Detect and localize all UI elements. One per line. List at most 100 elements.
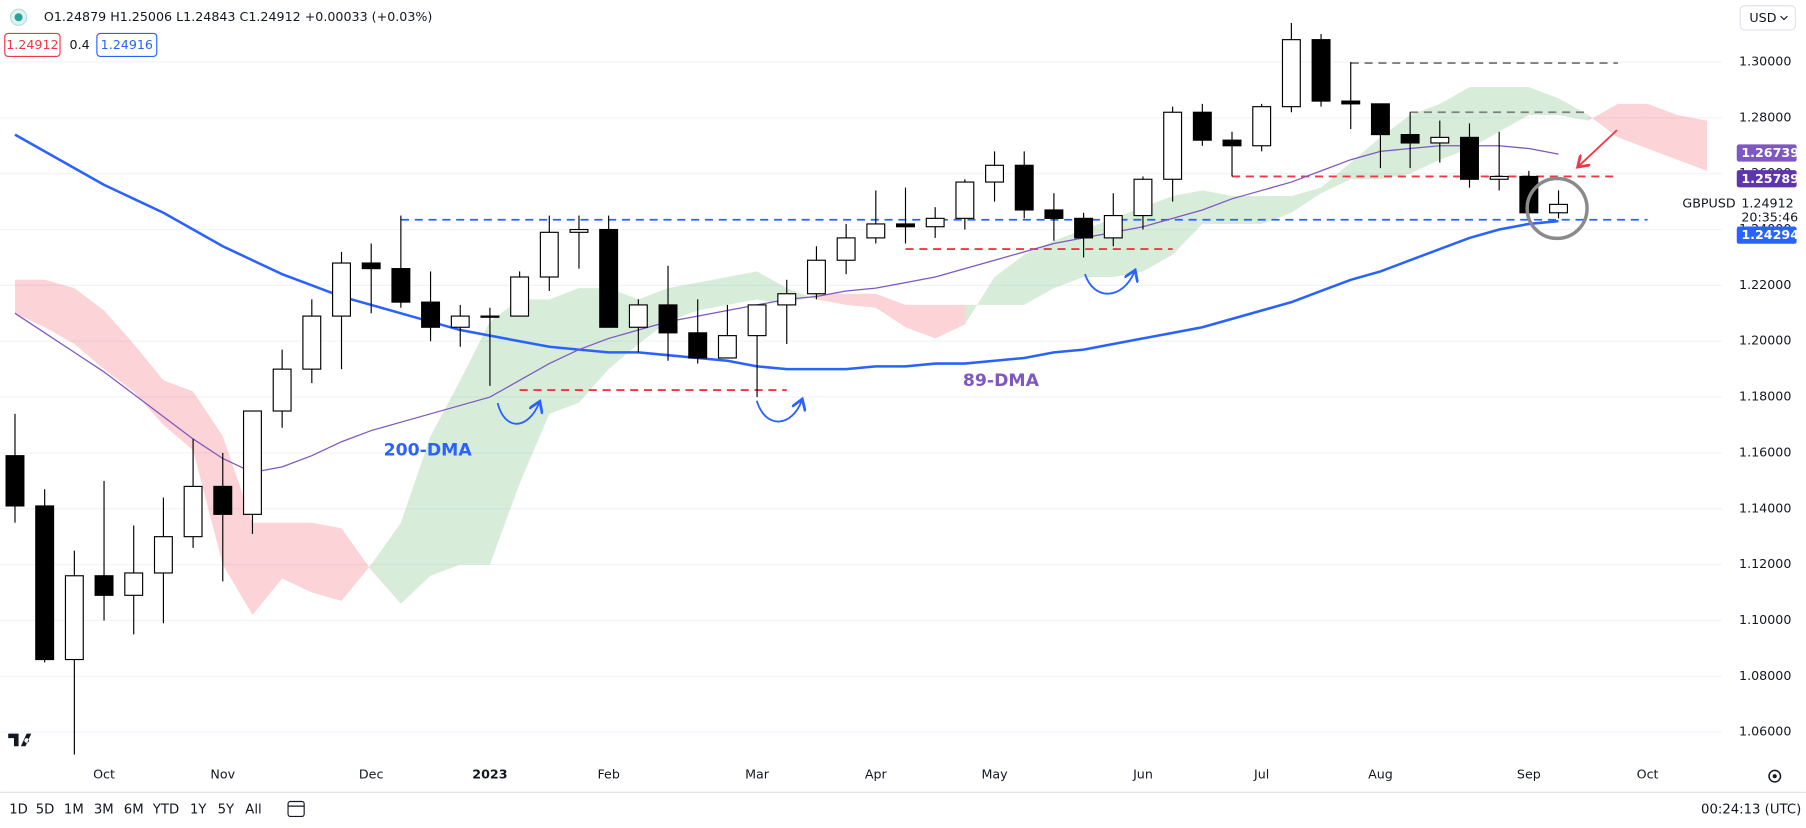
drawings	[496, 129, 1618, 425]
bounce-arrow	[755, 401, 802, 423]
price-label: 1.26739	[1741, 145, 1799, 160]
candle-body	[1133, 178, 1153, 217]
candle-body	[628, 304, 648, 328]
cloud-segment	[1053, 229, 1084, 289]
cloud-segment	[193, 391, 223, 565]
candle-body	[391, 268, 411, 303]
currency-selector[interactable]	[1739, 5, 1797, 31]
cloud-segment	[104, 310, 134, 392]
range-button[interactable]: 1Y	[190, 803, 207, 818]
candle-body	[1459, 136, 1479, 180]
y-tick-label: 1.16000	[1739, 444, 1791, 459]
candle-body	[896, 223, 915, 228]
logo[interactable]	[8, 733, 32, 747]
range-button[interactable]: 5Y	[218, 803, 235, 818]
candle-body	[272, 368, 292, 412]
candle-body	[213, 485, 233, 515]
cloud-segment	[1617, 103, 1648, 149]
candle-body	[717, 335, 737, 359]
candle-body	[35, 505, 55, 661]
candle-body	[777, 293, 797, 306]
x-tick-label: Oct	[1637, 767, 1659, 782]
x-tick-label: Feb	[597, 767, 619, 782]
settings-icon[interactable]	[1768, 769, 1782, 783]
candle-body	[242, 410, 262, 515]
cloud-segment	[1380, 115, 1411, 180]
moving-average	[14, 133, 1559, 371]
ohlc-legend: O1.24879 H1.25006 L1.24843 C1.24912 +0.0…	[44, 9, 432, 24]
settings-icon-dot	[1772, 774, 1777, 779]
y-tick-label: 1.22000	[1739, 277, 1791, 292]
cloud-segment	[44, 279, 75, 345]
y-tick-label: 1.18000	[1739, 389, 1791, 404]
x-tick-label: Mar	[745, 767, 770, 782]
candle-body	[183, 485, 203, 538]
price-label: 1.24294	[1741, 227, 1799, 242]
bid-price: 1.24912	[6, 37, 58, 52]
x-tick-label: Dec	[359, 767, 384, 782]
range-button[interactable]: All	[245, 803, 261, 818]
x-tick-label: 2023	[472, 767, 507, 782]
candle-body	[1163, 111, 1183, 180]
candle-body	[1014, 164, 1034, 211]
range-button[interactable]: YTD	[152, 803, 179, 818]
cloud-segment	[133, 344, 164, 425]
bounce-arrow	[1084, 272, 1135, 295]
cloud-segment	[875, 293, 906, 328]
ask-price: 1.24916	[101, 37, 153, 52]
cloud-segment	[341, 528, 372, 601]
x-tick-label: Jul	[1253, 767, 1269, 782]
candle-body	[1489, 175, 1509, 180]
candle-body	[153, 536, 173, 574]
cloud-segment	[371, 522, 401, 604]
series-label: 89-DMA	[963, 371, 1040, 391]
y-tick-label: 1.30000	[1739, 53, 1791, 68]
spread: 0.4	[70, 37, 90, 52]
cloud-segment	[430, 380, 461, 576]
cloud-segment	[727, 271, 758, 305]
x-tick-label: Jun	[1132, 767, 1153, 782]
candle-body	[361, 262, 381, 270]
candle-body	[332, 262, 351, 317]
currency: USD	[1749, 10, 1776, 25]
candle-body	[94, 575, 114, 596]
cloud-segment	[905, 304, 936, 339]
cloud-segment	[1469, 87, 1500, 149]
cloud-segment	[549, 288, 579, 414]
cloud-segment	[1528, 87, 1559, 116]
candle-body	[1281, 39, 1301, 108]
range-button[interactable]: 1M	[64, 803, 84, 818]
candle-body	[539, 231, 559, 278]
candle-body	[1252, 106, 1272, 147]
range-button[interactable]: 1D	[9, 803, 28, 818]
cloud-segment	[222, 436, 253, 615]
series-label: 200-DMA	[384, 440, 473, 460]
clock: 00:24:13 (UTC)	[1701, 803, 1801, 818]
cloud-segment	[935, 304, 965, 339]
ask-box[interactable]	[96, 32, 158, 58]
range-button[interactable]: 3M	[94, 803, 114, 818]
candle-body	[450, 315, 470, 328]
candle-body	[836, 237, 856, 261]
candle-body	[925, 217, 945, 228]
last-price: 1.24912	[1741, 196, 1793, 211]
candle-body	[955, 181, 975, 219]
bid-box[interactable]	[4, 32, 61, 58]
cloud-segment	[816, 293, 847, 305]
cloud-segment	[638, 288, 669, 345]
calendar-icon[interactable]	[287, 800, 305, 818]
cloud-segment	[1232, 196, 1262, 224]
cloud-segment	[964, 276, 995, 325]
cloud-segment	[1558, 98, 1589, 121]
range-button[interactable]: 6M	[124, 803, 144, 818]
symbol-label: GBPUSD	[1682, 196, 1735, 211]
candle-body	[985, 164, 1005, 183]
candle-body	[421, 301, 441, 328]
x-tick-label: Nov	[210, 767, 235, 782]
cloud-segment	[1410, 103, 1440, 174]
highlight-circle	[1525, 176, 1589, 241]
cloud-segment	[252, 522, 283, 615]
price-label-box	[1736, 226, 1797, 244]
range-button[interactable]: 5D	[36, 803, 55, 818]
